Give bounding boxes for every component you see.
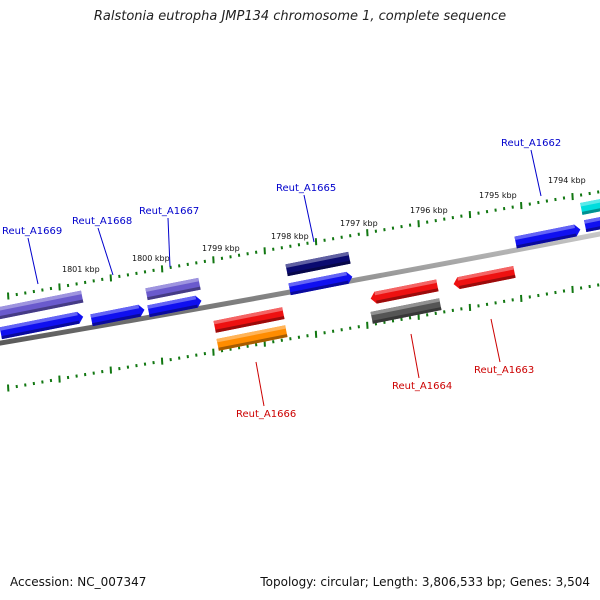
gene-block xyxy=(453,266,516,289)
leader-line xyxy=(27,237,39,285)
gene-label-forward: Reut_A1669 xyxy=(2,226,62,237)
scale-label: 1796 kbp xyxy=(410,206,448,215)
gene-label-forward: Reut_A1668 xyxy=(72,216,132,227)
scale-label: 1794 kbp xyxy=(548,176,586,185)
gene-block xyxy=(0,311,84,340)
gene-block xyxy=(285,251,351,277)
accession-text: Accession: NC_007347 xyxy=(10,575,147,589)
gene-block xyxy=(0,290,84,320)
gene-label-forward: Reut_A1665 xyxy=(276,183,336,194)
outer-scale-track xyxy=(7,190,600,300)
inner-scale-track xyxy=(7,283,600,392)
leader-line xyxy=(303,194,315,243)
gene-block xyxy=(145,277,201,301)
leader-line xyxy=(410,333,420,379)
gene-block xyxy=(147,295,202,318)
scale-label: 1795 kbp xyxy=(479,191,517,200)
scale-label: 1798 kbp xyxy=(271,232,309,241)
scale-label: 1799 kbp xyxy=(202,244,240,253)
gene-block xyxy=(580,197,600,215)
leader-line xyxy=(167,217,171,268)
gene-label-reverse: Reut_A1666 xyxy=(236,409,296,420)
scale-label: 1801 kbp xyxy=(62,265,100,274)
gene-label-reverse: Reut_A1663 xyxy=(474,365,534,376)
gene-block xyxy=(213,307,285,333)
leader-line xyxy=(97,227,114,276)
gene-label-forward: Reut_A1662 xyxy=(501,138,561,149)
leader-line xyxy=(255,361,265,407)
gene-block xyxy=(90,304,145,327)
gene-block xyxy=(288,271,353,296)
gene-block xyxy=(370,279,439,304)
gene-block xyxy=(216,325,288,351)
gene-block xyxy=(370,298,442,324)
gene-block xyxy=(514,224,581,249)
gene-label-reverse: Reut_A1664 xyxy=(392,381,452,392)
gene-label-forward: Reut_A1667 xyxy=(139,206,199,217)
scale-label: 1800 kbp xyxy=(132,254,170,263)
gene-block xyxy=(584,216,600,233)
map-title: Ralstonia eutropha JMP134 chromosome 1, … xyxy=(93,9,507,24)
topology-text: Topology: circular; Length: 3,806,533 bp… xyxy=(260,575,590,589)
leader-line xyxy=(530,149,542,197)
leader-line xyxy=(490,318,501,363)
scale-label: 1797 kbp xyxy=(340,219,378,228)
